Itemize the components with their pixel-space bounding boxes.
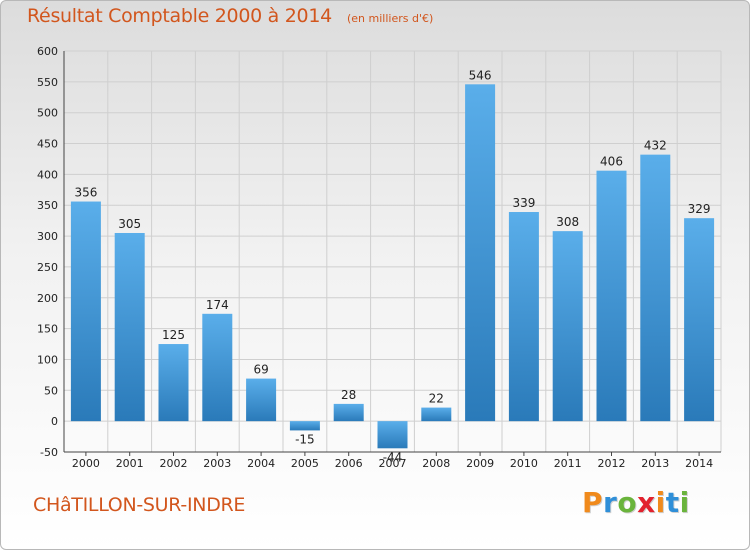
x-tick-label-2007: 2007 (379, 457, 407, 470)
x-tick-label-2004: 2004 (247, 457, 275, 470)
bar-2007 (377, 421, 408, 449)
bar-2009 (465, 84, 496, 422)
value-label-2009: 546 (469, 68, 492, 82)
x-tick-label-2012: 2012 (598, 457, 626, 470)
y-tick-label: 250 (37, 261, 58, 274)
y-tick-label: 200 (37, 292, 58, 305)
axes: -50 0 50 100 150 200 250 300 350 400 450 500 550 600 3… (37, 45, 721, 470)
y-tick-label: -50 (40, 446, 58, 459)
logo-letter: i (679, 486, 690, 519)
x-tick-label-2000: 2000 (72, 457, 100, 470)
bar-2005 (289, 421, 320, 431)
y-tick-label: 350 (37, 199, 58, 212)
value-label-2001: 305 (118, 217, 141, 231)
value-label-2013: 432 (644, 139, 667, 153)
bar-2006 (333, 403, 364, 422)
x-tick-label-2006: 2006 (335, 457, 363, 470)
chart-title-row: Résultat Comptable 2000 à 2014 (en milli… (27, 5, 433, 27)
x-tick-label-2013: 2013 (641, 457, 669, 470)
y-tick-label: 100 (37, 353, 58, 366)
value-label-2014: 329 (688, 202, 711, 216)
chart-subtitle: (en milliers d'€) (346, 12, 434, 25)
x-tick-label-2008: 2008 (422, 457, 450, 470)
x-tick-label-2001: 2001 (116, 457, 144, 470)
logo-letter: o (617, 486, 638, 519)
y-tick-label: 150 (37, 323, 58, 336)
bar-2012 (596, 170, 627, 422)
x-tick-label-2010: 2010 (510, 457, 538, 470)
value-label-2006: 28 (341, 388, 356, 402)
bar-2002 (158, 344, 189, 422)
value-label-2008: 22 (429, 392, 444, 406)
bars (70, 84, 715, 449)
y-tick-label: 450 (37, 138, 58, 151)
y-tick-label: 500 (37, 107, 58, 120)
value-label-2003: 174 (206, 298, 229, 312)
bar-2008 (421, 407, 452, 422)
value-label-2010: 339 (512, 196, 535, 210)
bar-2003 (202, 313, 233, 422)
y-tick-label: 50 (44, 384, 58, 397)
bar-2014 (684, 218, 715, 422)
logo-letter: x (637, 486, 656, 519)
value-label-2012: 406 (600, 155, 623, 169)
value-label-2005: -15 (295, 432, 315, 446)
x-tick-label-2014: 2014 (685, 457, 713, 470)
x-tick-label-2002: 2002 (160, 457, 188, 470)
value-label-2004: 69 (253, 363, 268, 377)
y-tick-label: 600 (37, 45, 58, 58)
bar-2000 (70, 201, 101, 422)
bar-2013 (640, 154, 671, 422)
y-tick-label: 400 (37, 168, 58, 181)
value-label-2000: 356 (74, 186, 97, 200)
logo-letter: i (655, 486, 666, 519)
logo-letter: P (582, 486, 604, 519)
bar-2011 (552, 231, 583, 422)
commune-name: CHâTILLON-SUR-INDRE (33, 494, 246, 516)
x-tick-label-2003: 2003 (203, 457, 231, 470)
bar-2004 (246, 378, 277, 422)
bar-2001 (114, 232, 145, 422)
x-tick-label-2005: 2005 (291, 457, 319, 470)
x-tick-label-2009: 2009 (466, 457, 494, 470)
logo-letter: t (665, 486, 680, 519)
x-tick-label-2011: 2011 (554, 457, 582, 470)
y-tick-label: 300 (37, 230, 58, 243)
bar-2010 (508, 212, 539, 422)
value-label-2011: 308 (556, 215, 579, 229)
proxiti-logo: Proxiti (582, 486, 690, 519)
value-label-2007: -44 (383, 450, 403, 464)
y-tick-label: 550 (37, 76, 58, 89)
value-label-2002: 125 (162, 328, 185, 342)
logo-letter: r (603, 486, 618, 519)
chart-title: Résultat Comptable 2000 à 2014 (27, 5, 332, 27)
y-tick-label: 0 (51, 415, 58, 428)
